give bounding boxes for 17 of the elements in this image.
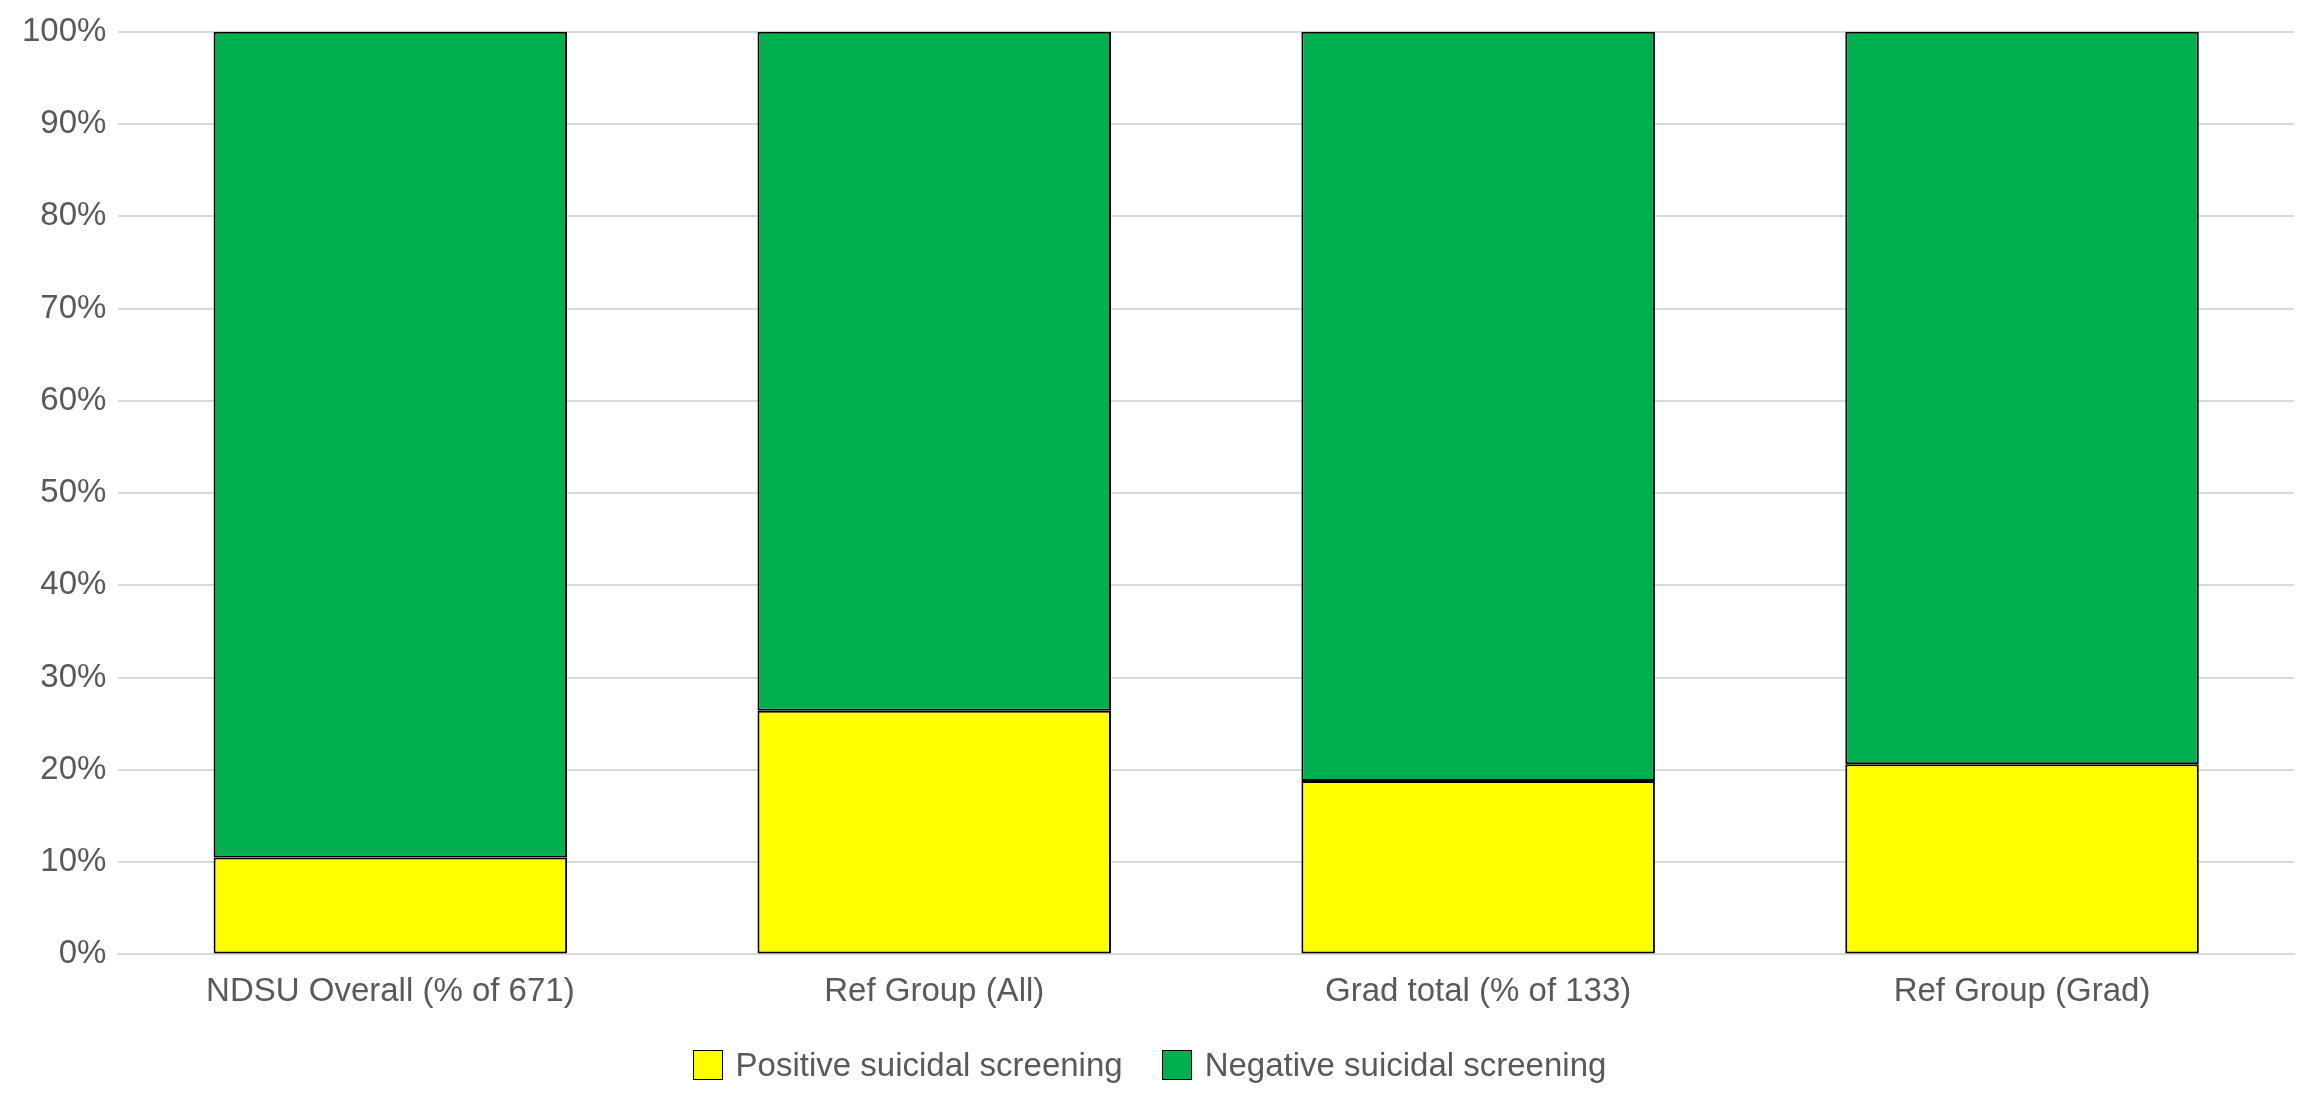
- y-tick-label: 20%: [40, 748, 107, 786]
- x-tick-label: Ref Group (All): [824, 971, 1045, 1009]
- y-tick-label: 70%: [40, 287, 107, 325]
- y-tick-label: 10%: [40, 841, 107, 879]
- legend-label: Positive suicidal screening: [735, 1045, 1123, 1084]
- x-tick-label: NDSU Overall (% of 671): [206, 971, 575, 1009]
- y-tick-label: 50%: [40, 472, 107, 510]
- y-tick-label: 60%: [40, 379, 107, 417]
- x-tick-label: Grad total (% of 133): [1324, 971, 1632, 1009]
- y-tick-label: 100%: [22, 10, 107, 48]
- y-tick-label: 0%: [58, 933, 107, 971]
- y-tick-label: 30%: [40, 656, 107, 694]
- y-tick-label: 90%: [40, 103, 107, 141]
- y-tick-label: 40%: [40, 564, 107, 602]
- y-tick-label: 80%: [40, 195, 107, 233]
- legend-label: Negative suicidal screening: [1204, 1045, 1607, 1084]
- x-tick-label: Ref Group (Grad): [1893, 971, 2151, 1009]
